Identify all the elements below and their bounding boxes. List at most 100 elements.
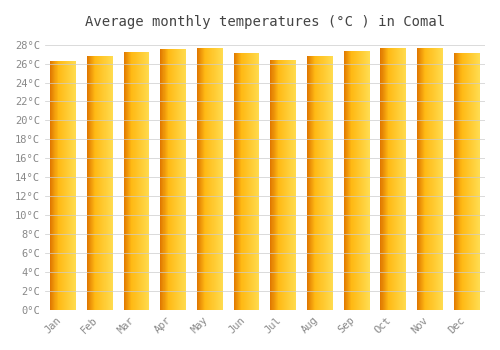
Bar xyxy=(363,51,364,310)
Bar xyxy=(404,48,405,310)
Bar xyxy=(198,48,199,310)
Bar xyxy=(281,60,282,310)
Bar xyxy=(250,53,251,310)
Bar xyxy=(321,56,322,310)
Bar xyxy=(206,48,207,310)
Bar xyxy=(111,56,112,310)
Bar xyxy=(386,48,387,310)
Bar xyxy=(55,61,56,310)
Bar xyxy=(402,48,403,310)
Bar xyxy=(288,60,289,310)
Bar xyxy=(353,51,354,310)
Bar xyxy=(317,56,318,310)
Bar xyxy=(57,61,58,310)
Bar xyxy=(456,53,457,310)
Bar xyxy=(51,61,52,310)
Bar xyxy=(142,52,144,310)
Bar xyxy=(476,53,477,310)
Bar xyxy=(395,48,396,310)
Bar xyxy=(72,61,73,310)
Bar xyxy=(279,60,280,310)
Bar xyxy=(383,48,384,310)
Bar xyxy=(148,52,149,310)
Bar xyxy=(468,53,469,310)
Bar xyxy=(136,52,137,310)
Bar xyxy=(62,61,63,310)
Bar xyxy=(236,53,237,310)
Bar xyxy=(149,52,150,310)
Bar xyxy=(469,53,470,310)
Bar xyxy=(145,52,146,310)
Bar xyxy=(182,49,183,310)
Bar xyxy=(320,56,321,310)
Bar xyxy=(422,48,423,310)
Bar xyxy=(174,49,175,310)
Bar xyxy=(360,51,361,310)
Bar xyxy=(428,48,429,310)
Bar xyxy=(171,49,172,310)
Bar xyxy=(349,51,350,310)
Bar xyxy=(68,61,69,310)
Bar xyxy=(166,49,167,310)
Bar xyxy=(66,61,67,310)
Bar xyxy=(289,60,290,310)
Bar xyxy=(418,48,419,310)
Bar xyxy=(462,53,463,310)
Bar xyxy=(435,48,436,310)
Bar xyxy=(458,53,459,310)
Bar xyxy=(427,48,428,310)
Bar xyxy=(140,52,141,310)
Bar xyxy=(388,48,389,310)
Bar xyxy=(53,61,54,310)
Bar xyxy=(439,48,440,310)
Bar xyxy=(318,56,319,310)
Bar xyxy=(237,53,238,310)
Bar xyxy=(313,56,314,310)
Bar xyxy=(307,56,308,310)
Bar xyxy=(249,53,250,310)
Bar xyxy=(319,56,320,310)
Bar xyxy=(219,48,220,310)
Bar xyxy=(256,53,257,310)
Bar xyxy=(282,60,283,310)
Bar xyxy=(58,61,59,310)
Bar xyxy=(60,61,61,310)
Bar xyxy=(460,53,461,310)
Bar xyxy=(211,48,212,310)
Bar xyxy=(356,51,357,310)
Bar xyxy=(350,51,351,310)
Bar xyxy=(183,49,184,310)
Bar xyxy=(326,56,327,310)
Bar xyxy=(429,48,430,310)
Bar xyxy=(104,56,105,310)
Bar xyxy=(467,53,468,310)
Bar xyxy=(272,60,273,310)
Bar xyxy=(112,56,113,310)
Bar xyxy=(344,51,345,310)
Bar xyxy=(280,60,281,310)
Bar xyxy=(253,53,254,310)
Bar xyxy=(71,61,72,310)
Bar xyxy=(214,48,215,310)
Bar xyxy=(110,56,111,310)
Bar xyxy=(352,51,353,310)
Bar xyxy=(215,48,216,310)
Bar xyxy=(92,56,93,310)
Bar xyxy=(247,53,248,310)
Bar xyxy=(328,56,329,310)
Bar xyxy=(431,48,432,310)
Bar xyxy=(255,53,256,310)
Bar xyxy=(293,60,294,310)
Bar xyxy=(197,48,198,310)
Bar xyxy=(463,53,464,310)
Bar xyxy=(399,48,400,310)
Bar xyxy=(330,56,332,310)
Bar xyxy=(295,60,296,310)
Bar xyxy=(419,48,420,310)
Bar xyxy=(243,53,244,310)
Bar xyxy=(464,53,465,310)
Bar xyxy=(213,48,214,310)
Bar xyxy=(90,56,91,310)
Bar xyxy=(433,48,434,310)
Bar xyxy=(351,51,352,310)
